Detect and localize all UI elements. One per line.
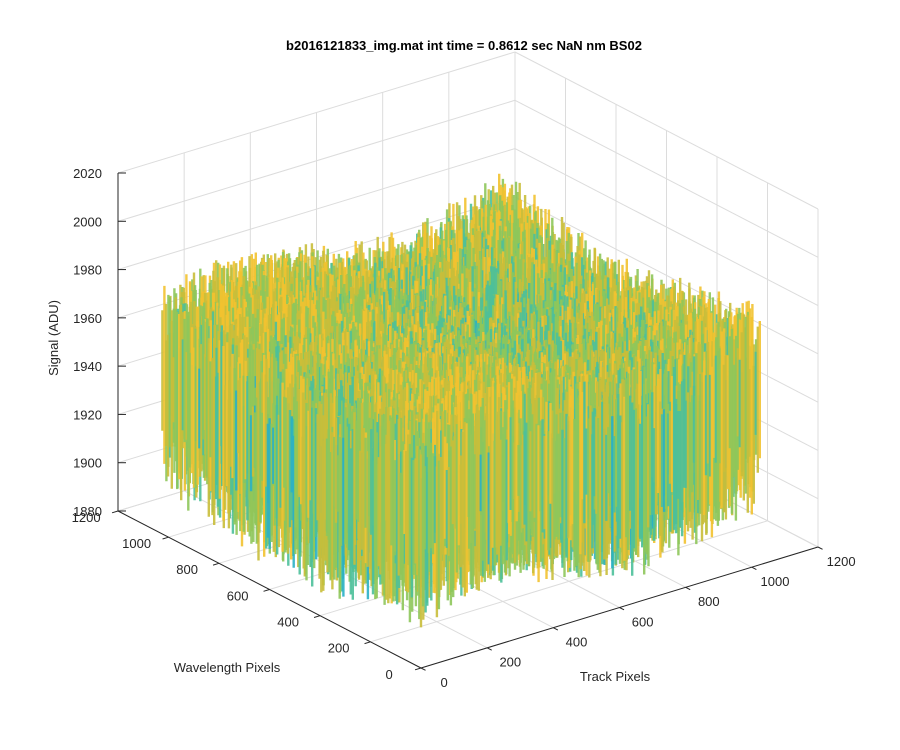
grid-line-z-back-x <box>514 196 819 355</box>
grid-line-z-back-x <box>514 99 819 258</box>
grid-line-z-back-y <box>117 99 516 222</box>
grid-line-z-back-y <box>117 148 516 271</box>
surface-mesh <box>161 173 761 628</box>
grid-line-z-back-x <box>514 51 819 210</box>
grid-line-z-back-y <box>117 51 516 174</box>
grid-line-z-back-x <box>514 148 819 307</box>
